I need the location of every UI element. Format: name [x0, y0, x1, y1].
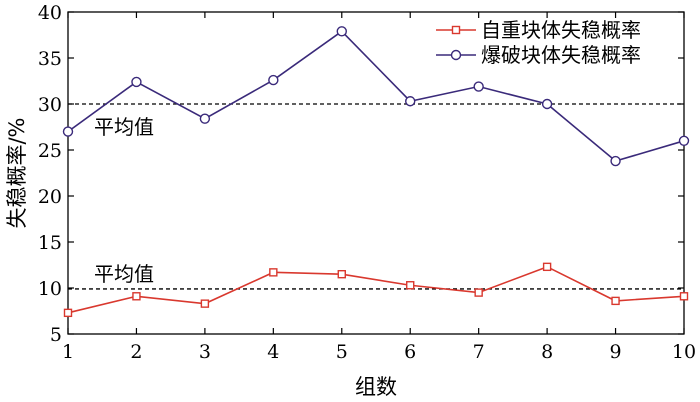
x-tick-label: 8	[541, 341, 553, 363]
series-1-point	[610, 155, 621, 167]
average-label: 平均值	[94, 262, 154, 286]
y-tick-label: 20	[38, 186, 62, 208]
legend-marker-1	[450, 49, 462, 61]
y-tick-label: 35	[38, 48, 62, 70]
series-0-point	[63, 308, 73, 318]
series-layer	[62, 26, 690, 318]
axis-ticks: 1 2 3 4 5 6 7 8 9 10 5 10 15 20 25 30 35 40	[38, 2, 696, 363]
legend-label-0: 自重块体失稳概率	[481, 18, 641, 42]
y-tick-label: 5	[50, 324, 62, 346]
y-tick-label: 10	[38, 278, 62, 300]
legend-label-1: 爆破块体失稳概率	[481, 43, 641, 67]
series-0-point	[406, 281, 415, 290]
series-0-point	[679, 292, 689, 301]
series-1-point	[199, 113, 211, 124]
x-tick-label: 2	[130, 341, 142, 363]
series-0-point	[132, 292, 141, 301]
x-tick-label: 4	[267, 341, 279, 363]
series-1-point	[405, 96, 416, 107]
legend-marker-0	[451, 25, 461, 35]
series-line-1	[67, 30, 685, 162]
x-tick-label: 3	[199, 341, 211, 363]
series-0-point	[200, 299, 210, 308]
series-0-point	[542, 262, 552, 272]
x-tick-label: 1	[62, 341, 74, 363]
y-tick-label: 25	[38, 140, 62, 162]
y-axis-title: 失稳概率/%	[5, 117, 29, 228]
x-tick-label: 6	[404, 341, 416, 363]
series-1-point	[473, 81, 484, 92]
x-axis-title: 组数	[355, 375, 397, 399]
x-tick-label: 10	[672, 341, 696, 363]
series-line-0	[67, 265, 685, 314]
series-1-point	[62, 126, 74, 137]
series-1-point	[268, 74, 279, 86]
reference-lines	[68, 103, 684, 290]
series-0-point	[337, 270, 346, 279]
plot-frame	[67, 11, 685, 335]
series-0-point	[611, 296, 620, 306]
y-tick-label: 30	[38, 94, 62, 116]
series-1-point	[336, 26, 347, 37]
series-1-point	[131, 76, 142, 88]
average-label: 平均值	[94, 115, 154, 139]
series-1-point	[541, 98, 553, 110]
x-tick-label: 7	[473, 341, 485, 363]
series-1-point	[678, 135, 690, 147]
series-0-point	[269, 268, 278, 277]
series-0-point	[474, 288, 483, 297]
x-tick-label: 5	[336, 341, 348, 363]
y-tick-label: 15	[38, 232, 62, 254]
x-tick-label: 9	[610, 341, 622, 363]
y-tick-label: 40	[38, 2, 62, 24]
